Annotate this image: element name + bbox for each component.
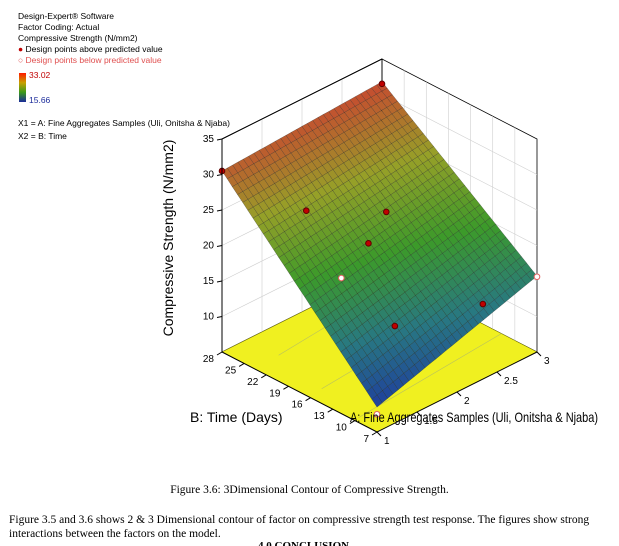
b-tick-label: 16 [291,400,303,411]
legend-above: ● Design points above predicted value [18,44,163,54]
b-tick-mark [371,431,378,436]
a-tick-label: 3 [544,356,550,367]
b-tick-label: 7 [363,434,369,445]
z-tick-mark [216,245,223,247]
b-tick-label: 22 [247,377,259,388]
design-point-above [302,207,310,215]
b-tick-mark [349,420,356,425]
b-tick-mark [238,362,245,367]
next-section-heading: 4.0 CONCLUSION [258,540,350,546]
response-name: Compressive Strength (N/mm2) [18,33,138,43]
a-tick-mark [496,371,502,377]
legend-below-label: Design points below predicted value [25,55,162,65]
figure-caption: Figure 3.6: 3Dimensional Contour of Comp… [170,484,449,496]
z-tick-label: 35 [203,134,215,145]
z-tick-mark [216,316,223,318]
a-tick-label: 2 [464,396,470,407]
a-tick-label: 2.5 [504,376,518,387]
a-tick-mark [416,411,422,417]
design-point-above [391,322,399,330]
above-point-icon: ● [18,44,24,54]
b-axis-title: B: Time (Days) [190,409,283,425]
axis-b-line [221,351,378,433]
z-tick-label: 30 [203,170,215,181]
b-tick-mark [216,351,223,356]
software-title: Design-Expert® Software [18,11,115,21]
a-tick-mark [376,431,382,437]
design-point-below [338,274,345,282]
a-tick-label: 1 [384,436,390,447]
axis-top-line [221,58,383,140]
z-tick-label: 25 [203,205,215,216]
a-tick-label: 1.5 [424,416,438,427]
floor-contour-line [358,333,502,418]
design-point-above [382,208,390,216]
factor-x1: X1 = A: Fine Aggregates Samples (Uli, On… [18,118,230,128]
factor-x2: X2 = B: Time [18,131,67,141]
a-tick-mark [456,391,462,397]
below-point-icon: ○ [18,55,24,65]
body-paragraph: Figure 3.5 and 3.6 shows 2 & 3 Dimension… [9,514,590,540]
b-tick-mark [327,408,333,413]
design-point-above [479,300,487,308]
z-tick-label: 15 [203,276,215,287]
grid-line-z [381,94,538,175]
b-tick-label: 10 [336,423,348,434]
z-tick-label: 10 [203,312,215,323]
z-tick-mark [216,280,223,283]
design-point-above [365,240,372,247]
design-point-below [533,273,541,281]
factor-coding: Factor Coding: Actual [18,22,100,32]
z-axis-title: Compressive Strength (N/mm2) [160,140,176,337]
color-scale-max: 33.02 [29,70,51,80]
color-scale-min: 15.66 [29,95,51,105]
b-tick-label: 28 [203,354,215,365]
a-tick-mark [536,351,542,357]
legend-above-label: Design points above predicted value [25,44,163,54]
z-tick-mark [216,174,223,176]
b-tick-label: 13 [314,411,326,422]
z-tick-mark [216,138,223,141]
b-tick-mark [305,397,311,402]
b-tick-mark [283,385,289,390]
b-tick-label: 25 [225,365,237,376]
z-tick-mark [216,209,223,212]
legend-below: ○ Design points below predicted value [18,55,162,65]
a-axis-title: A: Fine Aggregates Samples (Uli, Onitsha… [350,409,598,425]
design-point-below [373,410,381,418]
b-tick-label: 19 [269,388,281,399]
color-scale-bar [19,73,26,102]
z-tick-label: 20 [203,241,215,252]
b-tick-mark [261,374,267,379]
design-point-above [378,80,386,88]
